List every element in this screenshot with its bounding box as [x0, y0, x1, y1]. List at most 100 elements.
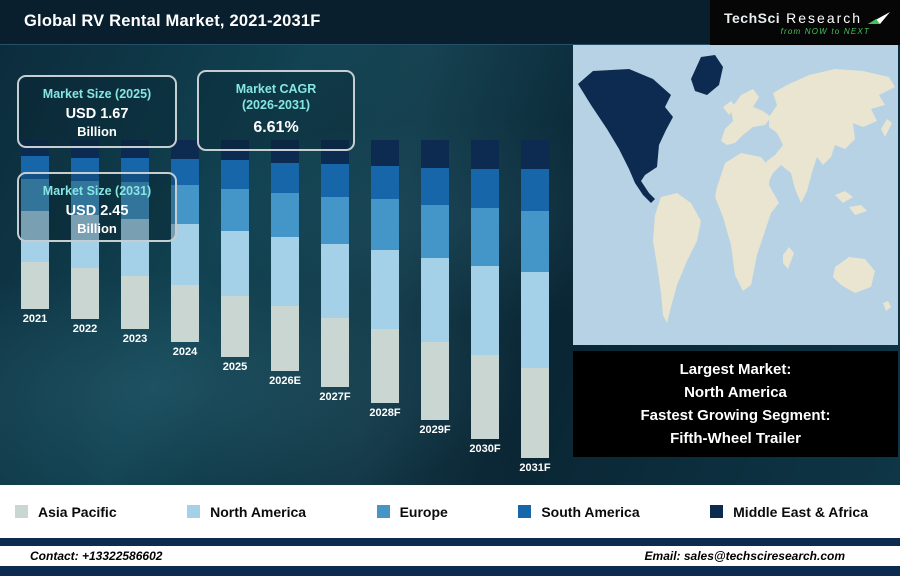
map-greenland — [691, 55, 723, 95]
bar-segment-asia-pacific — [321, 317, 349, 387]
bar-stack-2030F — [471, 139, 499, 439]
market-size-2031-box: Market Size (2031) USD 2.45 Billion — [17, 172, 177, 242]
map-south-america — [653, 193, 701, 323]
market-size-2025-label: Market Size (2025) — [42, 87, 152, 101]
legend-item-asia-pacific: Asia Pacific — [15, 504, 117, 520]
bar-segment-asia-pacific — [271, 305, 299, 371]
x-axis-label-2028F: 2028F — [369, 407, 401, 420]
bar-segment-north-america — [521, 272, 549, 369]
bar-2026E: 2026E — [260, 139, 310, 475]
callout-fastest-segment-label: Fastest Growing Segment: — [640, 407, 831, 424]
bar-segment-north-america — [371, 250, 399, 330]
legend-item-europe: Europe — [376, 503, 448, 520]
bar-2031F: 2031F — [510, 139, 560, 475]
map-new-zealand — [883, 301, 891, 311]
bar-segment-south-america — [471, 169, 499, 209]
market-size-2031-unit: Billion — [77, 221, 117, 237]
map-sea-2 — [849, 205, 867, 215]
callout-fastest-segment-value: Fifth-Wheel Trailer — [670, 430, 801, 447]
legend-swatch — [710, 505, 724, 518]
x-axis-label-2027F: 2027F — [319, 390, 351, 403]
legend-label: North America — [210, 503, 307, 520]
market-size-2025-value: USD 1.67 — [65, 106, 129, 123]
bar-segment-europe — [321, 196, 349, 244]
map-uk — [723, 101, 736, 115]
x-axis-label-2024: 2024 — [172, 346, 198, 359]
legend-label: Asia Pacific — [38, 503, 117, 520]
bar-segment-north-america — [221, 230, 249, 296]
bar-segment-middle-east-africa — [521, 139, 549, 170]
bar-segment-south-america — [421, 168, 449, 205]
bar-segment-north-america — [471, 265, 499, 356]
market-cagr-value: 6.61% — [253, 118, 299, 136]
bar-segment-middle-east-africa — [271, 139, 299, 163]
x-axis-label-2022: 2022 — [72, 322, 98, 335]
bar-segment-asia-pacific — [421, 342, 449, 421]
bar-segment-south-america — [521, 169, 549, 212]
logo-brand-secondary: Research — [786, 9, 863, 26]
x-axis-label-2031F: 2031F — [519, 462, 551, 474]
bar-segment-middle-east-africa — [71, 139, 99, 158]
bar-segment-south-america — [71, 157, 99, 182]
market-cagr-box: Market CAGR (2026-2031) 6.61% — [197, 70, 355, 151]
legend-label: Middle East & Africa — [733, 503, 868, 520]
bar-segment-europe — [271, 192, 299, 238]
chart-panel: Market Size (2025) USD 1.67 Billion Mark… — [0, 45, 900, 485]
bar-segment-middle-east-africa — [321, 139, 349, 165]
bottom-bar — [0, 566, 900, 576]
bar-stack-2028F — [371, 139, 399, 404]
bar-segment-south-america — [271, 162, 299, 193]
bar-2023: 2023 — [110, 139, 160, 475]
x-axis-label-2021: 2021 — [22, 312, 48, 325]
page-title: Global RV Rental Market, 2021-2031F — [24, 12, 321, 30]
market-cagr-label: Market CAGR (2026-2031) — [235, 82, 317, 113]
bar-segment-asia-pacific — [371, 329, 399, 404]
bar-segment-asia-pacific — [71, 268, 99, 319]
market-size-2031-value: USD 2.45 — [65, 203, 129, 220]
map-asia — [761, 69, 895, 203]
logo-brand-primary: TechSci — [724, 9, 781, 26]
map-madagascar — [783, 247, 794, 269]
market-size-2031-label: Market Size (2031) — [42, 184, 152, 198]
map-africa — [715, 153, 779, 291]
map-europe — [721, 89, 771, 145]
bar-segment-europe — [71, 181, 99, 215]
world-map-svg — [573, 45, 898, 345]
bar-segment-europe — [371, 199, 399, 251]
legend-swatch — [518, 505, 532, 518]
footer-bar: Contact: +13322586602 Email: sales@techs… — [0, 546, 900, 566]
legend-swatch — [376, 505, 390, 518]
legend-swatch — [187, 505, 201, 518]
bar-segment-europe — [421, 204, 449, 258]
legend-label: Europe — [399, 503, 448, 520]
logo-brand: TechSci Research — [724, 10, 900, 26]
callout-largest-market-label: Largest Market: — [679, 361, 792, 378]
bar-stack-2029F — [421, 139, 449, 421]
bar-segment-south-america — [121, 157, 149, 183]
header-bar: Global RV Rental Market, 2021-2031F Tech… — [0, 0, 900, 45]
bar-segment-middle-east-africa — [121, 139, 149, 158]
bar-2029F: 2029F — [410, 139, 460, 475]
x-axis-label-2025: 2025 — [222, 360, 248, 373]
bar-segment-asia-pacific — [171, 285, 199, 343]
map-sea-1 — [835, 191, 853, 203]
x-axis-label-2029F: 2029F — [419, 424, 451, 437]
map-japan — [881, 119, 892, 137]
bar-segment-europe — [471, 208, 499, 266]
bar-segment-middle-east-africa — [471, 139, 499, 170]
bar-stack-2027F — [321, 139, 349, 387]
bar-2030F: 2030F — [460, 139, 510, 475]
world-map — [573, 45, 898, 345]
bar-segment-middle-east-africa — [171, 139, 199, 160]
contact-info: Contact: +13322586602 — [30, 549, 163, 563]
bar-stack-2024 — [171, 139, 199, 343]
x-axis-label-2030F: 2030F — [469, 442, 501, 455]
bar-segment-europe — [121, 182, 149, 219]
bar-segment-asia-pacific — [521, 368, 549, 458]
bar-segment-asia-pacific — [221, 295, 249, 357]
bar-segment-asia-pacific — [21, 261, 49, 309]
techsci-logo: TechSci Research from NOW to NEXT — [710, 0, 900, 45]
bar-segment-europe — [21, 178, 49, 212]
bar-segment-south-america — [221, 160, 249, 189]
bar-segment-north-america — [121, 218, 149, 276]
